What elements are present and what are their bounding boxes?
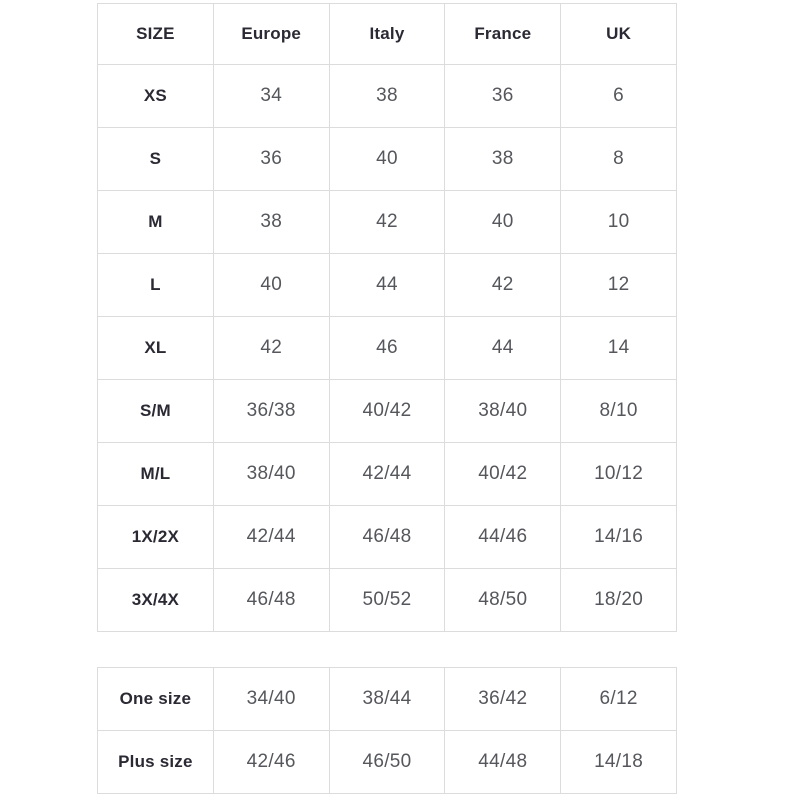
size-value-cell: 42 xyxy=(444,253,562,317)
size-label-cell: L xyxy=(97,253,214,317)
size-value-cell: 38/40 xyxy=(444,379,562,443)
header-row: SIZE Europe Italy France UK xyxy=(97,3,677,65)
size-value-cell: 36/42 xyxy=(444,667,562,731)
size-label-cell: S/M xyxy=(97,379,214,443)
size-value-cell: 40 xyxy=(212,253,330,317)
table-row: 1X/2X 42/44 46/48 44/46 14/16 xyxy=(97,505,677,569)
size-value-cell: 38 xyxy=(328,64,446,128)
size-label-cell: M/L xyxy=(97,442,214,506)
size-value-cell: 40 xyxy=(328,127,446,191)
table-row: L 40 44 42 12 xyxy=(97,253,677,317)
size-value-cell: 38/44 xyxy=(328,667,446,731)
size-value-cell: 6 xyxy=(560,64,677,128)
size-value-cell: 44/48 xyxy=(444,730,562,794)
size-value-cell: 14 xyxy=(560,316,677,380)
size-label-cell: One size xyxy=(97,667,214,731)
size-table-header: SIZE Europe Italy France UK xyxy=(97,3,677,65)
table-row: Plus size 42/46 46/50 44/48 14/18 xyxy=(97,730,677,794)
column-header: Italy xyxy=(328,3,446,65)
size-value-cell: 40 xyxy=(444,190,562,254)
table-row: M 38 42 40 10 xyxy=(97,190,677,254)
size-value-cell: 8 xyxy=(560,127,677,191)
size-value-cell: 38/40 xyxy=(212,442,330,506)
column-header: UK xyxy=(560,3,677,65)
size-value-cell: 18/20 xyxy=(560,568,677,632)
size-value-cell: 42/44 xyxy=(212,505,330,569)
size-value-cell: 34 xyxy=(212,64,330,128)
size-label-cell: XS xyxy=(97,64,214,128)
size-value-cell: 50/52 xyxy=(328,568,446,632)
table-row: 3X/4X 46/48 50/52 48/50 18/20 xyxy=(97,568,677,632)
size-value-cell: 46/50 xyxy=(328,730,446,794)
size-value-cell: 46 xyxy=(328,316,446,380)
size-value-cell: 42/46 xyxy=(212,730,330,794)
size-value-cell: 44 xyxy=(444,316,562,380)
size-value-cell: 36 xyxy=(444,64,562,128)
special-sizes-table-body: One size 34/40 38/44 36/42 6/12 Plus size 42/4… xyxy=(97,667,677,794)
table-row: M/L 38/40 42/44 40/42 10/12 xyxy=(97,442,677,506)
special-sizes-table: One size 34/40 38/44 36/42 6/12 Plus size 42/4… xyxy=(97,667,677,794)
size-value-cell: 40/42 xyxy=(328,379,446,443)
size-label-cell: S xyxy=(97,127,214,191)
size-value-cell: 14/18 xyxy=(560,730,677,794)
size-label-cell: 1X/2X xyxy=(97,505,214,569)
table-row: S 36 40 38 8 xyxy=(97,127,677,191)
table-row: XS 34 38 36 6 xyxy=(97,64,677,128)
size-value-cell: 44/46 xyxy=(444,505,562,569)
size-table-body: XS 34 38 36 6 S 36 40 38 8 M 38 42 40 10 L 40 44 42 12 XL 42 4… xyxy=(97,64,677,632)
size-value-cell: 42 xyxy=(212,316,330,380)
size-value-cell: 42 xyxy=(328,190,446,254)
size-label-cell: 3X/4X xyxy=(97,568,214,632)
size-value-cell: 46/48 xyxy=(328,505,446,569)
column-header: Europe xyxy=(212,3,330,65)
table-row: S/M 36/38 40/42 38/40 8/10 xyxy=(97,379,677,443)
column-header: SIZE xyxy=(97,3,214,65)
size-value-cell: 42/44 xyxy=(328,442,446,506)
size-value-cell: 48/50 xyxy=(444,568,562,632)
size-value-cell: 34/40 xyxy=(212,667,330,731)
size-label-cell: M xyxy=(97,190,214,254)
size-value-cell: 8/10 xyxy=(560,379,677,443)
size-value-cell: 38 xyxy=(444,127,562,191)
size-value-cell: 38 xyxy=(212,190,330,254)
size-value-cell: 44 xyxy=(328,253,446,317)
size-value-cell: 14/16 xyxy=(560,505,677,569)
size-conversion-table: SIZE Europe Italy France UK XS 34 38 36 6 S 36 40 38… xyxy=(97,3,677,632)
size-value-cell: 10/12 xyxy=(560,442,677,506)
table-row: One size 34/40 38/44 36/42 6/12 xyxy=(97,667,677,731)
size-label-cell: Plus size xyxy=(97,730,214,794)
column-header: France xyxy=(444,3,562,65)
size-value-cell: 46/48 xyxy=(212,568,330,632)
size-label-cell: XL xyxy=(97,316,214,380)
size-value-cell: 36 xyxy=(212,127,330,191)
table-row: XL 42 46 44 14 xyxy=(97,316,677,380)
size-value-cell: 10 xyxy=(560,190,677,254)
size-value-cell: 40/42 xyxy=(444,442,562,506)
size-value-cell: 12 xyxy=(560,253,677,317)
size-value-cell: 36/38 xyxy=(212,379,330,443)
size-value-cell: 6/12 xyxy=(560,667,677,731)
